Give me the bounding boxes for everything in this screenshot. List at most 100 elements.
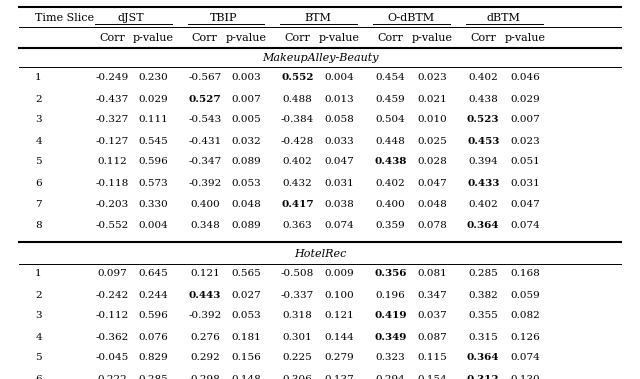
Text: 0.323: 0.323	[376, 354, 405, 362]
Text: 0.031: 0.031	[510, 179, 540, 188]
Text: 0.402: 0.402	[376, 179, 405, 188]
Text: 0.097: 0.097	[97, 269, 127, 279]
Text: 0.347: 0.347	[417, 290, 447, 299]
Text: 0.031: 0.031	[324, 179, 354, 188]
Text: 6: 6	[35, 374, 42, 379]
Text: -0.112: -0.112	[95, 312, 129, 321]
Text: 0.318: 0.318	[283, 312, 312, 321]
Text: 0.285: 0.285	[139, 374, 168, 379]
Text: 0.438: 0.438	[468, 94, 498, 103]
Text: -0.567: -0.567	[188, 74, 221, 83]
Text: 0.059: 0.059	[510, 290, 540, 299]
Text: 0.156: 0.156	[232, 354, 261, 362]
Text: 0.048: 0.048	[232, 199, 261, 208]
Text: 0.074: 0.074	[324, 221, 354, 230]
Text: 0.047: 0.047	[324, 158, 354, 166]
Text: 0.089: 0.089	[232, 158, 261, 166]
Text: 0.053: 0.053	[232, 179, 261, 188]
Text: 0.154: 0.154	[417, 374, 447, 379]
Text: Corr: Corr	[378, 33, 403, 43]
Text: 0.596: 0.596	[139, 158, 168, 166]
Text: 2: 2	[35, 290, 42, 299]
Text: O-dBTM: O-dBTM	[387, 13, 435, 23]
Text: 4: 4	[35, 332, 42, 341]
Text: 0.443: 0.443	[189, 290, 221, 299]
Text: 0.285: 0.285	[468, 269, 498, 279]
Text: 0.230: 0.230	[139, 74, 168, 83]
Text: 8: 8	[35, 221, 42, 230]
Text: -0.327: -0.327	[95, 116, 129, 124]
Text: -0.347: -0.347	[188, 158, 221, 166]
Text: 0.596: 0.596	[139, 312, 168, 321]
Text: 3: 3	[35, 312, 42, 321]
Text: 0.312: 0.312	[467, 374, 499, 379]
Text: 0.144: 0.144	[324, 332, 354, 341]
Text: -0.249: -0.249	[95, 74, 129, 83]
Text: 1: 1	[35, 269, 42, 279]
Text: MakeupAlley-Beauty: MakeupAlley-Beauty	[262, 53, 378, 63]
Text: 0.005: 0.005	[232, 116, 261, 124]
Text: 0.058: 0.058	[324, 116, 354, 124]
Text: -0.127: -0.127	[95, 136, 129, 146]
Text: 0.078: 0.078	[417, 221, 447, 230]
Text: 0.417: 0.417	[282, 199, 314, 208]
Text: 0.298: 0.298	[190, 374, 220, 379]
Text: 0.829: 0.829	[139, 354, 168, 362]
Text: 0.394: 0.394	[468, 158, 498, 166]
Text: 0.010: 0.010	[417, 116, 447, 124]
Text: 0.459: 0.459	[376, 94, 405, 103]
Text: 0.112: 0.112	[97, 158, 127, 166]
Text: 0.402: 0.402	[283, 158, 312, 166]
Text: 0.009: 0.009	[324, 269, 354, 279]
Text: dBTM: dBTM	[487, 13, 520, 23]
Text: 0.037: 0.037	[417, 312, 447, 321]
Text: 0.356: 0.356	[374, 269, 406, 279]
Text: 0.523: 0.523	[467, 116, 499, 124]
Text: 0.433: 0.433	[467, 179, 499, 188]
Text: 0.029: 0.029	[510, 94, 540, 103]
Text: -0.384: -0.384	[281, 116, 314, 124]
Text: 0.027: 0.027	[232, 290, 261, 299]
Text: -0.392: -0.392	[188, 312, 221, 321]
Text: 0.348: 0.348	[190, 221, 220, 230]
Text: 0.023: 0.023	[417, 74, 447, 83]
Text: 0.292: 0.292	[190, 354, 220, 362]
Text: 0.645: 0.645	[139, 269, 168, 279]
Text: 0.007: 0.007	[510, 116, 540, 124]
Text: 0.364: 0.364	[467, 354, 499, 362]
Text: 0.364: 0.364	[467, 221, 499, 230]
Text: 0.025: 0.025	[417, 136, 447, 146]
Text: 0.033: 0.033	[324, 136, 354, 146]
Text: 0.181: 0.181	[232, 332, 261, 341]
Text: 0.419: 0.419	[374, 312, 406, 321]
Text: 0.126: 0.126	[510, 332, 540, 341]
Text: 0.573: 0.573	[139, 179, 168, 188]
Text: Time Slice: Time Slice	[35, 13, 94, 23]
Text: 0.051: 0.051	[510, 158, 540, 166]
Text: 0.402: 0.402	[468, 74, 498, 83]
Text: 0.048: 0.048	[417, 199, 447, 208]
Text: 0.363: 0.363	[283, 221, 312, 230]
Text: 0.074: 0.074	[510, 354, 540, 362]
Text: 6: 6	[35, 179, 42, 188]
Text: 0.382: 0.382	[468, 290, 498, 299]
Text: 0.007: 0.007	[232, 94, 261, 103]
Text: 5: 5	[35, 354, 42, 362]
Text: 7: 7	[35, 199, 42, 208]
Text: 0.306: 0.306	[283, 374, 312, 379]
Text: 0.004: 0.004	[139, 221, 168, 230]
Text: -0.362: -0.362	[95, 332, 129, 341]
Text: -0.552: -0.552	[95, 221, 129, 230]
Text: 0.301: 0.301	[283, 332, 312, 341]
Text: 0.137: 0.137	[324, 374, 354, 379]
Text: 0.046: 0.046	[510, 74, 540, 83]
Text: 0.089: 0.089	[232, 221, 261, 230]
Text: 0.330: 0.330	[139, 199, 168, 208]
Text: -0.242: -0.242	[95, 290, 129, 299]
Text: 0.047: 0.047	[417, 179, 447, 188]
Text: 0.023: 0.023	[510, 136, 540, 146]
Text: 0.225: 0.225	[283, 354, 312, 362]
Text: 0.032: 0.032	[232, 136, 261, 146]
Text: 0.244: 0.244	[139, 290, 168, 299]
Text: 0.453: 0.453	[467, 136, 499, 146]
